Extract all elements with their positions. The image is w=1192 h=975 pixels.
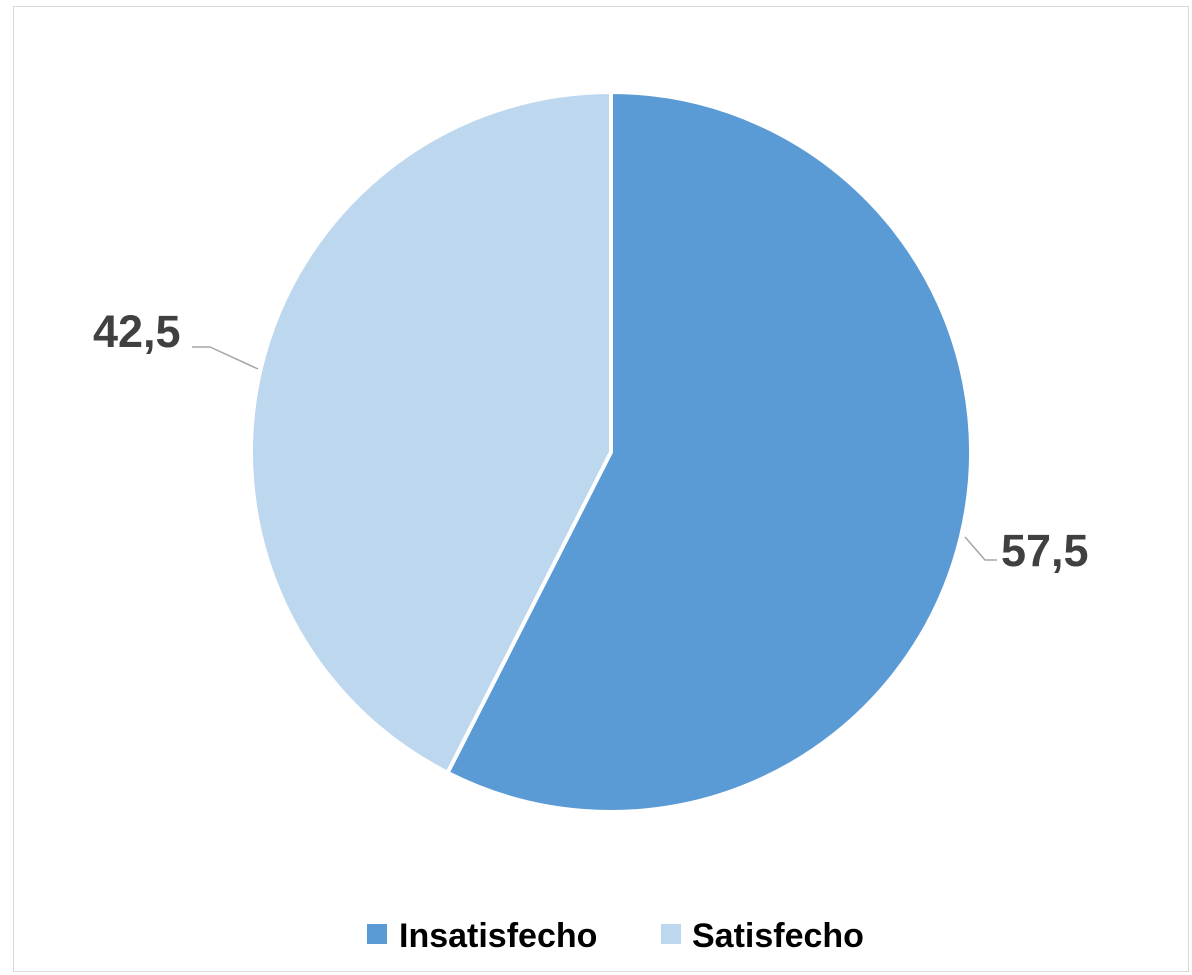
- data-labels: 57,5 42,5: [93, 306, 1089, 576]
- legend-swatch-satisfecho: [661, 924, 681, 944]
- legend-swatch-insatisfecho: [367, 924, 387, 944]
- data-label-satisfecho: 42,5: [93, 306, 181, 357]
- leader-line-insatisfecho: [964, 536, 997, 561]
- pie-slice-satisfecho: [249, 90, 613, 775]
- legend: Insatisfecho Satisfecho: [367, 917, 864, 955]
- pie-slices: [249, 90, 973, 814]
- legend-label-satisfecho: Satisfecho: [692, 917, 864, 955]
- pie-slice-insatisfecho: [445, 90, 973, 814]
- legend-label-insatisfecho: Insatisfecho: [399, 917, 597, 955]
- leader-line-satisfecho: [192, 346, 259, 370]
- leader-lines: [192, 346, 997, 561]
- data-label-insatisfecho: 57,5: [1001, 525, 1089, 576]
